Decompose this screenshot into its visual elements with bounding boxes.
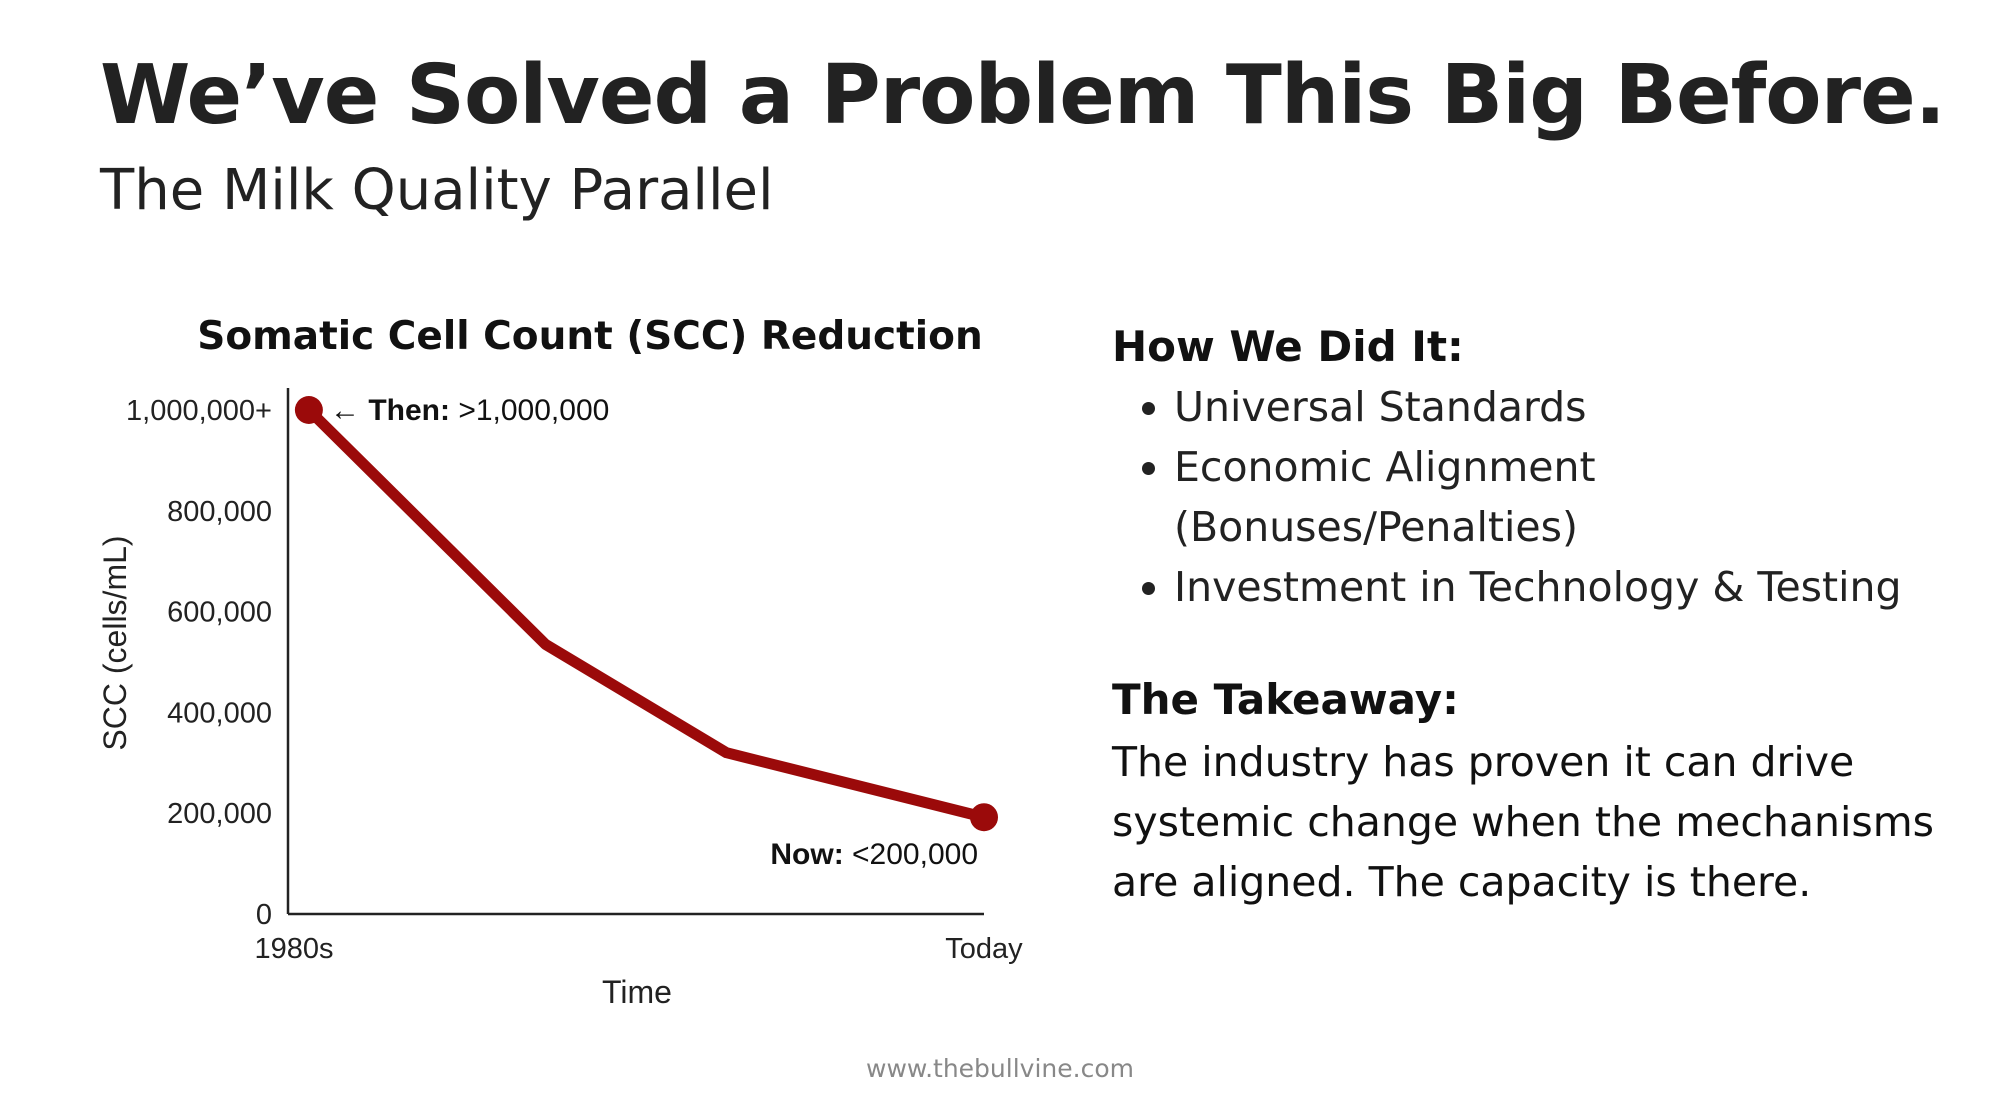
scc-line-chart: 0200,000400,000600,000800,0001,000,000+ … bbox=[97, 388, 1023, 1010]
list-item: Universal Standards bbox=[1174, 377, 1972, 437]
y-tick-label: 800,000 bbox=[167, 496, 272, 528]
how-heading: How We Did It: bbox=[1112, 322, 1464, 371]
annotation-then: ← Then: >1,000,000 bbox=[330, 394, 609, 427]
y-axis-label: SCC (cells/mL) bbox=[97, 535, 133, 750]
takeaway-text: The industry has proven it can drive sys… bbox=[1112, 738, 1935, 906]
x-axis-label: Time bbox=[602, 974, 672, 1010]
y-tick-label: 1,000,000+ bbox=[126, 395, 272, 427]
y-tick-label: 600,000 bbox=[167, 597, 272, 629]
x-tick-label: Today bbox=[945, 933, 1023, 965]
x-tick-label: 1980s bbox=[254, 933, 333, 965]
series-line-scc bbox=[303, 404, 990, 823]
list-item: Economic Alignment (Bonuses/Penalties) bbox=[1174, 437, 1972, 557]
page-subtitle: The Milk Quality Parallel bbox=[100, 158, 774, 223]
page-title: We’ve Solved a Problem This Big Before. bbox=[100, 48, 1946, 143]
y-tick-label: 200,000 bbox=[167, 798, 272, 830]
method-list: Universal Standards Economic Alignment (… bbox=[1112, 377, 1972, 617]
data-point-marker bbox=[294, 396, 323, 424]
info-panel: How We Did It: Universal Standards Econo… bbox=[1112, 322, 1972, 912]
takeaway-heading: The Takeaway: bbox=[1112, 675, 1459, 724]
y-tick-label: 400,000 bbox=[167, 697, 272, 729]
footer-url: www.thebullvine.com bbox=[866, 1054, 1134, 1083]
annotation-now: Now: <200,000 bbox=[770, 838, 978, 871]
y-tick-label: 0 bbox=[256, 899, 272, 931]
chart-title: Somatic Cell Count (SCC) Reduction bbox=[197, 314, 983, 359]
list-item: Investment in Technology & Testing bbox=[1174, 557, 1972, 617]
data-point-marker bbox=[970, 803, 998, 832]
